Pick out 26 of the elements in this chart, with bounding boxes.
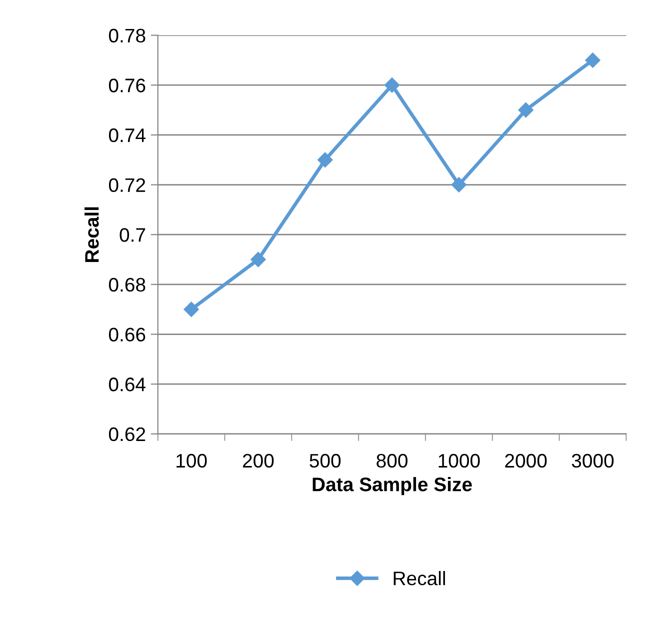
x-axis-title: Data Sample Size (312, 477, 472, 496)
x-tick-label: 100 (176, 454, 207, 468)
y-tick-label: 0.78 (108, 28, 146, 43)
point (518, 102, 534, 118)
y-tick-label: 0.72 (108, 178, 146, 192)
x-tick-label: 3000 (572, 454, 614, 468)
y-tick-label: 0.66 (108, 328, 146, 342)
y-tick-label: 0.68 (108, 278, 146, 292)
point (250, 252, 266, 268)
x-tick-label: 200 (242, 454, 274, 468)
x-tick-label: 2000 (505, 454, 547, 468)
y-axis-title: Recall (84, 207, 99, 262)
point (318, 152, 333, 168)
legend-label: Recall (394, 571, 445, 586)
y-tick-label: 0.64 (108, 378, 146, 392)
point (184, 302, 199, 317)
y-tick-label: 0.7 (120, 228, 146, 242)
x-tick-label: 1000 (438, 454, 480, 468)
x-tick-label: 500 (310, 454, 341, 468)
point (451, 177, 466, 192)
y-tick-label: 0.74 (108, 128, 146, 142)
point (585, 52, 600, 68)
x-tick-label: 800 (376, 454, 408, 468)
y-tick-label: 0.62 (108, 427, 146, 442)
y-tick-label: 0.76 (108, 78, 146, 92)
point (384, 78, 400, 93)
